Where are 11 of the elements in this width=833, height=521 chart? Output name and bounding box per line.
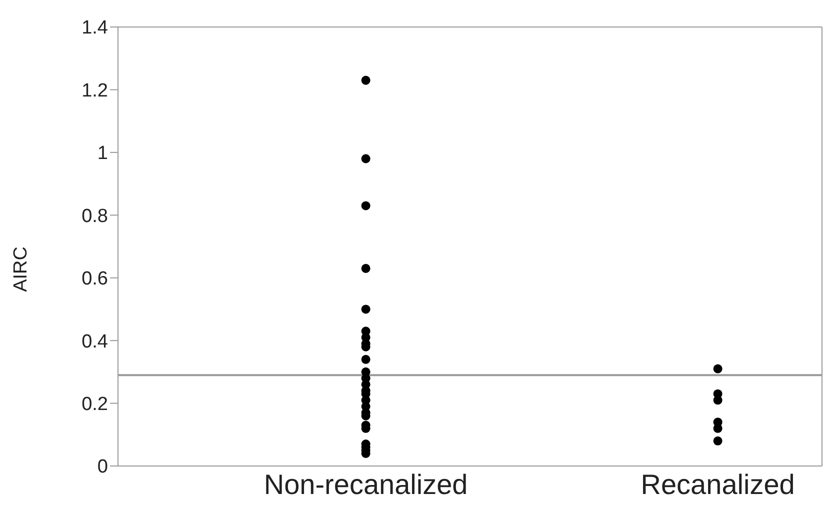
x-tick-label: Recanalized xyxy=(640,468,795,500)
y-tick-label: 1 xyxy=(97,143,108,164)
x-tick-label: Non-recanalized xyxy=(264,468,468,500)
y-tick-label: 0.6 xyxy=(82,268,108,290)
y-tick-label: 0.8 xyxy=(82,206,108,227)
y-tick-label: 1.2 xyxy=(82,80,108,102)
y-axis-title: AIRC xyxy=(10,246,32,292)
y-tick-label: 0 xyxy=(97,456,108,478)
y-tick-label: 0.2 xyxy=(82,394,108,416)
y-tick-label: 1.4 xyxy=(82,18,108,39)
y-tick-label: 0.4 xyxy=(82,331,108,352)
